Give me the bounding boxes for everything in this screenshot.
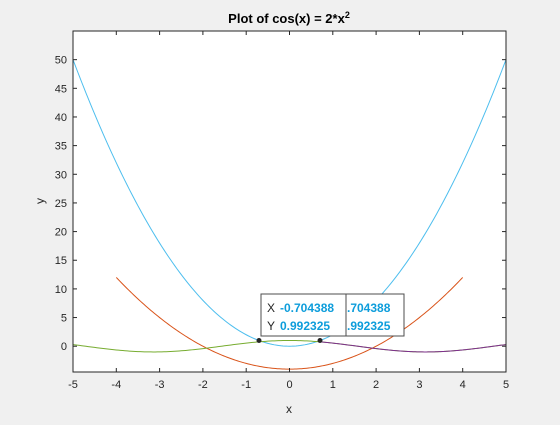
datatip-1-x-value: -0.704388 — [280, 301, 334, 315]
y-tick-label: 40 — [55, 112, 67, 124]
chart-title-superscript: 2 — [345, 10, 350, 20]
x-tick-label: 5 — [503, 379, 509, 391]
datatip-1-box — [260, 293, 347, 337]
x-tick-label: 3 — [416, 379, 422, 391]
x-tick-label: -3 — [155, 379, 165, 391]
series-line-4 — [319, 341, 507, 353]
y-tick-label: 35 — [55, 141, 67, 153]
data-markers — [256, 338, 323, 344]
y-tick-label: 20 — [55, 227, 67, 239]
x-tick-label: 1 — [330, 379, 336, 391]
x-tick-label: -2 — [198, 379, 208, 391]
datatip-1-x-label: X — [267, 301, 275, 315]
chart-title: Plot of cos(x) = 2*x2 — [228, 10, 350, 26]
y-tick-label: 45 — [55, 83, 67, 95]
x-tick-label: 0 — [286, 379, 292, 391]
x-tick-label: 4 — [460, 379, 466, 391]
datatip-1-y-value: 0.992325 — [280, 319, 330, 333]
y-tick-label: 30 — [55, 169, 67, 181]
y-tick-label: 50 — [55, 55, 67, 67]
chart-title-text: Plot of cos(x) = 2*x — [228, 11, 345, 26]
y-tick-label: 0 — [61, 341, 67, 353]
datatip-2-y-value: .992325 — [347, 319, 391, 333]
y-tick-label: 5 — [61, 313, 67, 325]
x-tick-label: -5 — [68, 379, 78, 391]
series-line-1 — [72, 59, 507, 347]
y-tick-label: 10 — [55, 284, 67, 296]
y-axis-ticks: 0 5 10 15 20 25 30 35 40 45 50 — [55, 55, 506, 353]
y-tick-label: 15 — [55, 255, 67, 267]
x-tick-label: -1 — [241, 379, 251, 391]
x-axis-ticks: -5 -4 -3 -2 -1 0 1 2 3 4 5 — [68, 31, 509, 391]
x-tick-label: -4 — [111, 379, 121, 391]
datatip-marker-1[interactable] — [256, 338, 262, 344]
datatip-marker-2[interactable] — [317, 338, 323, 344]
y-tick-label: 25 — [55, 198, 67, 210]
y-axis-label: y — [33, 198, 47, 204]
datatip-1[interactable]: X -0.704388 Y 0.992325 — [260, 293, 347, 337]
datatip-1-y-label: Y — [267, 319, 275, 333]
x-axis-label: x — [286, 402, 292, 416]
datatip-2-x-value: .704388 — [347, 301, 391, 315]
x-tick-label: 2 — [373, 379, 379, 391]
